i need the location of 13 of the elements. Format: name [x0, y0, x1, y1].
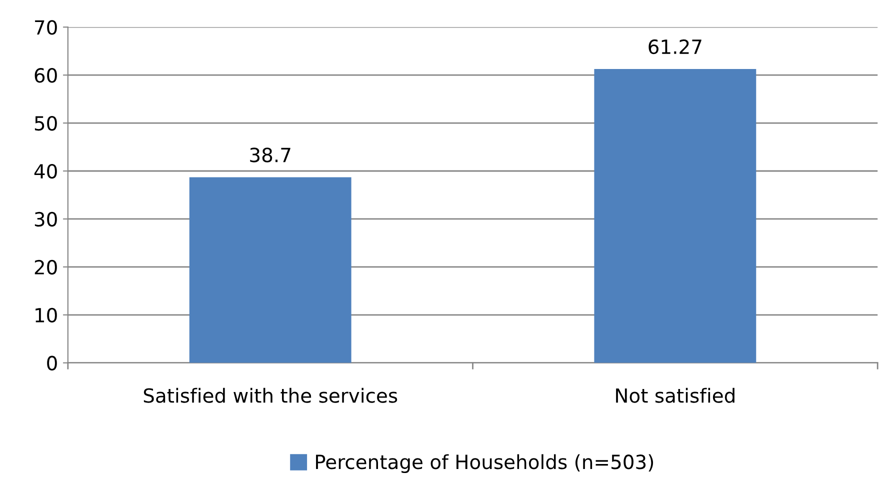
y-tick-label: 70 — [35, 20, 57, 35]
x-tick-label: Not satisfied — [616, 388, 734, 403]
x-tick-label: Satisfied with the services — [144, 388, 398, 403]
data-label: 61.27 — [648, 39, 702, 54]
data-label: 38.7 — [250, 148, 290, 162]
y-tick-label: 40 — [34, 164, 57, 179]
legend-label: Percentage of Households (n=503) — [316, 454, 654, 474]
y-tick-label: 60 — [34, 68, 57, 83]
y-tick-label: 30 — [34, 212, 57, 227]
y-tick-label: 20 — [34, 260, 57, 275]
y-tick-label: 50 — [34, 116, 57, 131]
y-tick-label: 10 — [36, 308, 57, 323]
y-tick-label: 0 — [47, 356, 57, 371]
